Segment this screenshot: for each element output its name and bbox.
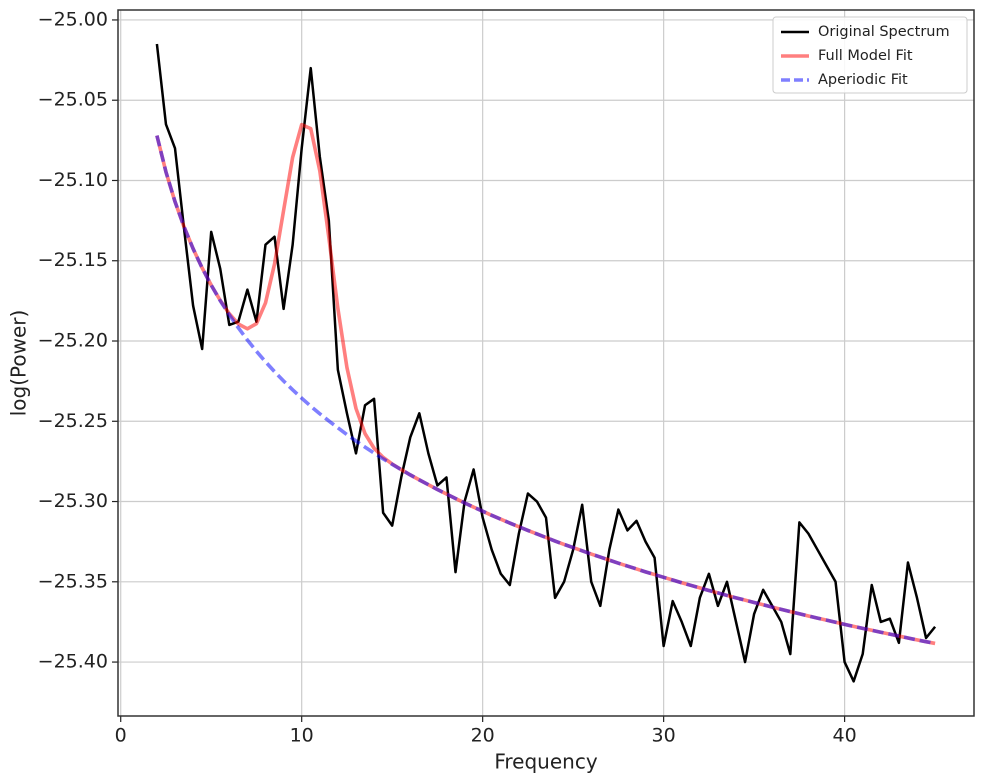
series-line: [155, 43, 937, 683]
y-tick-label: −25.20: [38, 330, 108, 352]
y-axis-label: log(Power): [7, 310, 31, 417]
legend-label: Original Spectrum: [818, 24, 950, 40]
legend-label: Aperiodic Fit: [818, 72, 908, 88]
y-tick-label: −25.25: [38, 410, 108, 432]
x-tick-label: 20: [471, 725, 495, 747]
x-tick-label: 40: [833, 725, 857, 747]
legend-box: [772, 16, 968, 94]
x-axis-label: Frequency: [494, 750, 597, 774]
y-tick-label: −25.40: [38, 651, 108, 673]
plot-frame: [117, 9, 975, 717]
y-tick-label: −25.00: [38, 8, 108, 30]
y-tick-label: −25.10: [38, 169, 108, 191]
legend-label: Full Model Fit: [818, 48, 913, 64]
x-tick-label: 0: [115, 725, 127, 747]
series-line: [155, 122, 936, 646]
x-tick-label: 10: [290, 725, 314, 747]
y-tick-label: −25.35: [38, 570, 108, 592]
series-line: [155, 135, 936, 646]
x-tick-label: 30: [652, 725, 676, 747]
y-tick-label: −25.30: [38, 490, 108, 512]
y-tick-label: −25.15: [38, 249, 108, 271]
y-tick-label: −25.05: [38, 89, 108, 111]
